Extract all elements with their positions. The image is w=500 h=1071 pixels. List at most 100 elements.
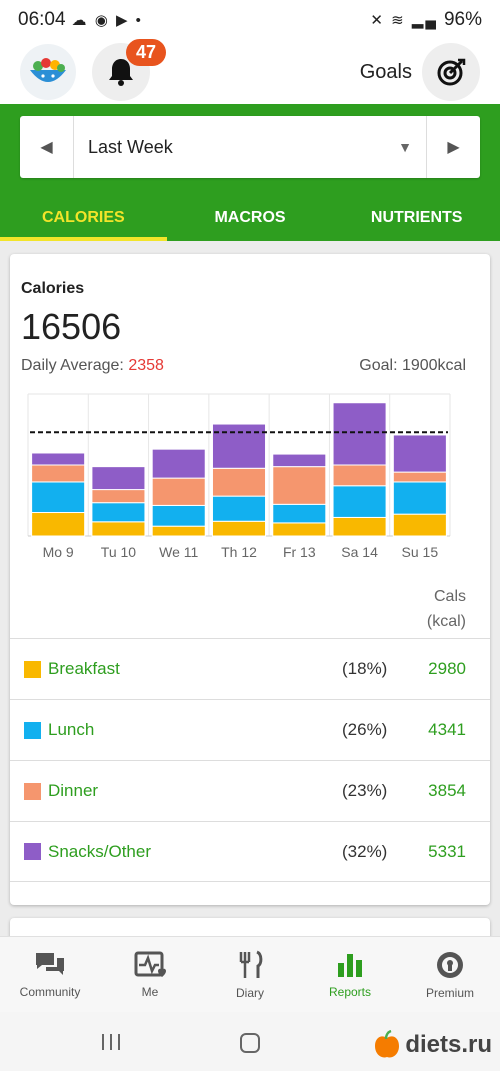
- bar-segment: [272, 466, 327, 505]
- meal-calories: 4341: [428, 720, 466, 739]
- nav-community[interactable]: Community: [0, 937, 100, 1012]
- range-value: Last Week: [88, 136, 173, 157]
- recent-apps-icon[interactable]: [100, 1032, 122, 1052]
- nav-label: Me: [141, 984, 159, 999]
- bar-segment: [211, 520, 267, 537]
- app-header: 47 Goals: [0, 39, 500, 104]
- total-calories: 16506: [21, 306, 122, 347]
- chevron-left-icon: ◀: [40, 139, 53, 156]
- notification-badge: 47: [126, 39, 166, 66]
- heart-monitor-icon: [134, 951, 166, 977]
- bar-segment: [211, 495, 267, 522]
- previous-range-button[interactable]: ◀: [20, 116, 74, 178]
- report-tabs: CALORIES MACROS NUTRIENTS: [0, 194, 500, 241]
- x-tick-label: Tu 10: [101, 544, 136, 560]
- goals-button[interactable]: [422, 43, 480, 101]
- calories-card: Calories 16506 Daily Average: 2358 Goal:…: [10, 254, 490, 905]
- x-tick-label: Th 12: [221, 544, 257, 560]
- daily-average: Daily Average: 2358: [21, 357, 164, 375]
- lunch-swatch: [24, 721, 41, 739]
- status-time: 06:04: [18, 9, 66, 30]
- chevron-right-icon: ▶: [447, 139, 460, 156]
- cals-header-line2: (kcal): [426, 613, 466, 630]
- bar-segment: [91, 521, 146, 537]
- bar-segment: [151, 504, 206, 527]
- daily-average-value: 2358: [128, 357, 164, 374]
- bar-segment: [31, 452, 86, 466]
- calories-chart: Mo 9 Tu 10 We 11 Th 12 Fr 13 Sa 14 Su 15: [27, 393, 451, 560]
- nav-label: Reports: [328, 984, 372, 999]
- watermark: diets.ru: [373, 1030, 492, 1060]
- app-logo[interactable]: [20, 44, 76, 100]
- meal-calories: 2980: [428, 659, 466, 678]
- bell-icon: [109, 59, 133, 86]
- bar-segment: [392, 434, 447, 473]
- x-tick-label: Mo 9: [43, 544, 74, 560]
- snacks-swatch: [24, 843, 41, 860]
- meal-percent: (18%): [342, 659, 388, 678]
- bar-segment: [31, 481, 86, 514]
- meal-percent: (32%): [342, 841, 388, 861]
- bar-segment: [91, 489, 146, 504]
- list-item[interactable]: Lunch (26%) 4341: [10, 699, 490, 760]
- meal-calories: 3854: [428, 781, 466, 800]
- cals-column-header: Cals (kcal): [427, 584, 466, 634]
- signal-icons: ✕ ≋ ▂▄: [370, 12, 438, 29]
- goals-label[interactable]: Goals: [359, 60, 412, 83]
- tab-nutrients[interactable]: NUTRIENTS: [370, 208, 463, 226]
- bottom-navigation: Community Me Diary Reports Premium: [0, 936, 500, 1012]
- list-item[interactable]: Snacks/Other (32%) 5331: [10, 821, 490, 882]
- bar-segment: [392, 481, 447, 515]
- list-item[interactable]: Breakfast (18%) 2980: [10, 638, 490, 699]
- list-item[interactable]: Dinner (23%) 3854: [10, 760, 490, 821]
- bar-segment: [332, 464, 387, 487]
- dinner-swatch: [24, 782, 41, 800]
- meal-breakdown-list: Breakfast (18%) 2980 Lunch (26%) 4341 Di…: [10, 638, 490, 882]
- meal-percent: (26%): [342, 720, 388, 739]
- bar-segment: [211, 467, 267, 497]
- premium-badge-icon: [437, 951, 463, 978]
- daily-average-label: Daily Average:: [21, 357, 124, 374]
- bar-chart-icon: [338, 953, 362, 977]
- bar-segment: [31, 512, 86, 537]
- meal-percent: (23%): [342, 781, 388, 800]
- date-range-selector: ◀ Last Week ▼ ▶: [20, 116, 480, 178]
- average-row: Daily Average: 2358 Goal: 1900kcal: [21, 357, 466, 375]
- bar-segment: [272, 453, 327, 468]
- x-tick-label: Fr 13: [283, 544, 316, 560]
- home-icon[interactable]: [239, 1032, 261, 1054]
- x-tick-label: We 11: [159, 544, 198, 560]
- bar-segment: [392, 513, 447, 537]
- breakfast-swatch: [24, 660, 41, 678]
- notification-icons: ☁ ◉ ▶ •: [71, 12, 143, 29]
- range-dropdown[interactable]: Last Week ▼: [74, 116, 426, 178]
- nav-label: Community: [19, 984, 81, 999]
- nav-label: Diary: [235, 985, 264, 1000]
- nav-reports[interactable]: Reports: [300, 937, 400, 1012]
- bar-segment: [91, 502, 146, 523]
- nav-label: Premium: [425, 985, 474, 1000]
- nav-premium[interactable]: Premium: [400, 937, 500, 1012]
- bar-segment: [31, 464, 86, 483]
- nav-me[interactable]: Me: [100, 937, 200, 1012]
- tab-calories[interactable]: CALORIES: [0, 194, 167, 241]
- cals-header-line1: Cals: [433, 588, 466, 605]
- tab-macros[interactable]: MACROS: [214, 208, 286, 226]
- goal-text: Goal: 1900kcal: [359, 357, 466, 374]
- meal-calories: 5331: [428, 841, 466, 861]
- chevron-down-icon: ▼: [398, 139, 412, 155]
- meal-name: Snacks/Other: [48, 841, 151, 861]
- x-tick-label: Sa 14: [341, 544, 378, 560]
- bar-segment: [392, 471, 447, 483]
- bar-segment: [151, 477, 206, 506]
- nav-diary[interactable]: Diary: [200, 937, 300, 1012]
- goals-group: Goals: [360, 43, 480, 101]
- notifications-button[interactable]: 47: [92, 39, 166, 101]
- chat-icon: [36, 952, 64, 975]
- target-icon: [437, 58, 466, 86]
- x-tick-label: Su 15: [402, 544, 439, 560]
- bar-segment: [332, 402, 387, 466]
- meal-name: Lunch: [48, 720, 95, 739]
- report-header: ◀ Last Week ▼ ▶ CALORIES MACROS NUTRIENT…: [0, 104, 500, 241]
- next-range-button[interactable]: ▶: [426, 116, 480, 178]
